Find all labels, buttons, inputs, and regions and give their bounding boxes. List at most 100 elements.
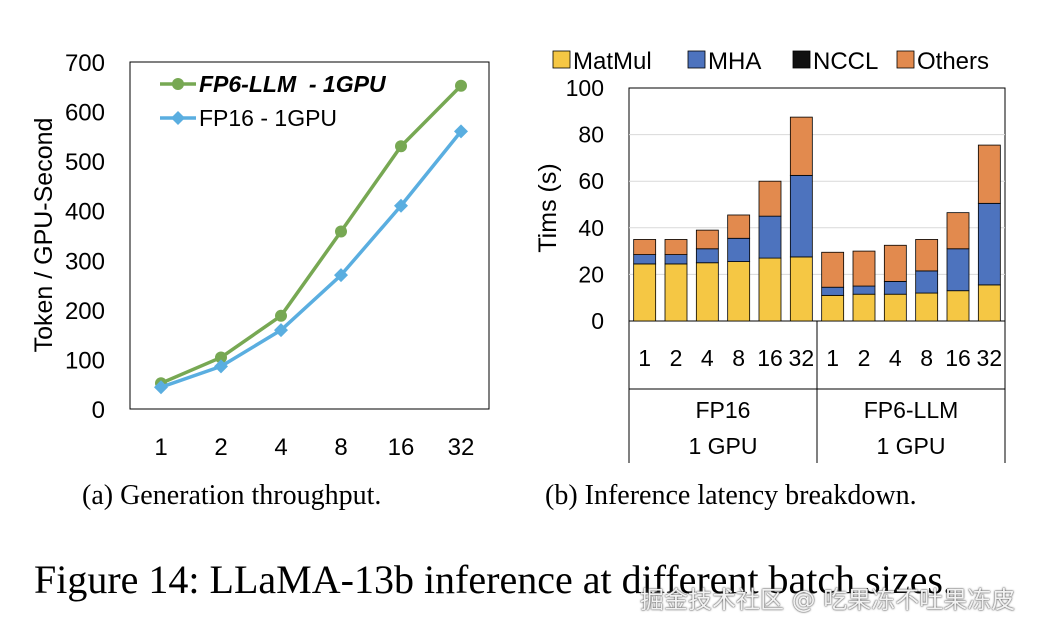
bar-segment-mha xyxy=(852,285,876,295)
bar-segment-others xyxy=(664,239,688,255)
fp16-series-point xyxy=(214,359,228,374)
x-tick-label: 8 xyxy=(732,345,745,371)
bar-segment-matmul xyxy=(915,292,939,322)
legend: MatMul MHA NCCL Others xyxy=(552,48,989,75)
x-tick-label: 32 xyxy=(448,434,475,461)
x-tick-label: 32 xyxy=(977,345,1003,371)
group-label: FP16 xyxy=(696,397,751,423)
bar-segment-matmul xyxy=(946,290,970,322)
fp6-series-point xyxy=(215,351,227,364)
x-tick-label: 16 xyxy=(945,345,971,371)
bar-segment-matmul xyxy=(758,257,782,322)
subcaption-a: (a) Generation throughput. xyxy=(82,480,382,511)
fp6-series-point xyxy=(275,309,287,322)
bar-segment-others xyxy=(946,212,970,250)
fp6-series-legend-label: FP6-LLM - 1GPU xyxy=(199,71,387,97)
legend-label-others: Others xyxy=(917,48,989,75)
bar-segment-matmul xyxy=(883,293,907,322)
x-tick-label: 32 xyxy=(789,345,815,371)
bar-segment-matmul xyxy=(821,294,845,322)
x-tick-label: 1 xyxy=(154,434,167,461)
plot-frame xyxy=(129,61,490,410)
fp16-series-point xyxy=(394,198,408,213)
bar-segment-others xyxy=(883,244,907,282)
fp16-series-legend-label: FP16 - 1GPU xyxy=(199,105,337,131)
x-tick-label: 1 xyxy=(638,345,651,371)
group-sublabel: 1 GPU xyxy=(688,433,757,459)
bar-segment-mha xyxy=(758,215,782,259)
x-tick-label: 16 xyxy=(388,434,415,461)
legend: FP6-LLM - 1GPU FP16 - 1GPU xyxy=(160,71,387,131)
y-axis-label: Token / GPU-Second xyxy=(30,118,58,353)
y-tick-label: 80 xyxy=(578,122,604,148)
y-tick-label: 500 xyxy=(65,149,105,176)
watermark: 掘金技术社区 @ 吃果冻不吐果冻皮 xyxy=(640,586,1016,614)
y-tick-label: 40 xyxy=(578,215,604,241)
x-tick-label: 16 xyxy=(757,345,783,371)
x-tick-label: 4 xyxy=(274,434,287,461)
bar-segment-others xyxy=(789,116,813,176)
legend-label-nccl: NCCL xyxy=(813,48,878,75)
x-tick-label: 8 xyxy=(920,345,933,371)
y-tick-label: 700 xyxy=(65,50,105,77)
bar-segment-mha xyxy=(789,174,813,258)
y-tick-label: 600 xyxy=(65,100,105,127)
fp16-series-point xyxy=(454,124,468,139)
bar-segment-mha xyxy=(695,248,719,264)
bar-segment-mha xyxy=(915,270,939,294)
legend-swatch-matmul xyxy=(552,50,571,69)
bar-segment-matmul xyxy=(852,293,876,322)
fp6-series-legend-marker xyxy=(172,78,184,90)
y-tick-label: 100 xyxy=(65,347,105,374)
fp16-series-point xyxy=(334,268,348,283)
fp6-series-point xyxy=(455,79,467,92)
y-axis-label: Tims (s) xyxy=(534,163,562,252)
y-tick-label: 0 xyxy=(591,308,604,334)
x-tick-label: 2 xyxy=(858,345,871,371)
bar-segment-others xyxy=(915,239,939,272)
x-tick-label: 1 xyxy=(826,345,839,371)
x-tick-label: 8 xyxy=(334,434,347,461)
y-tick-label: 100 xyxy=(566,75,604,101)
bar-segment-matmul xyxy=(789,256,813,322)
bar-segment-mha xyxy=(946,248,970,292)
y-tick-label: 60 xyxy=(578,168,604,194)
fp6-series-point xyxy=(335,225,347,238)
bar-segment-others xyxy=(852,250,876,287)
fp16-series-point xyxy=(154,380,168,395)
y-tick-label: 400 xyxy=(65,199,105,226)
bar-segment-mha xyxy=(664,254,688,265)
fp6-series-point xyxy=(395,140,407,153)
subcaption-b: (b) Inference latency breakdown. xyxy=(545,480,917,511)
figure-caption: Figure 14: LLaMA-13b inference at differ… xyxy=(34,557,953,602)
y-tick-label: 20 xyxy=(578,261,604,287)
bar-segment-others xyxy=(695,229,719,250)
bar-segment-matmul xyxy=(695,262,719,322)
x-tick-label: 4 xyxy=(889,345,902,371)
fp16-series-point xyxy=(274,323,288,338)
fp16-series-legend-marker xyxy=(171,111,185,125)
bar-segment-matmul xyxy=(664,263,688,322)
bar-segment-mha xyxy=(821,286,845,296)
bar-segment-matmul xyxy=(633,263,657,322)
legend-label-mha: MHA xyxy=(708,48,761,75)
legend-swatch-others xyxy=(896,50,915,69)
bar-segment-others xyxy=(977,144,1001,204)
bar-segment-mha xyxy=(727,237,751,262)
y-tick-label: 300 xyxy=(65,248,105,275)
group-label: FP6-LLM xyxy=(864,397,959,423)
group-sublabel: 1 GPU xyxy=(876,433,945,459)
bar-segment-others xyxy=(758,180,782,217)
bar-segment-mha xyxy=(883,280,907,295)
bar-segment-matmul xyxy=(727,261,751,322)
bar-segment-others xyxy=(727,214,751,239)
legend-label-matmul: MatMul xyxy=(573,48,652,75)
y-tick-label: 200 xyxy=(65,298,105,325)
fp6-series-line xyxy=(160,84,463,385)
legend-swatch-nccl xyxy=(792,50,811,69)
bar-segment-matmul xyxy=(977,284,1001,322)
y-tick-label: 0 xyxy=(92,397,105,424)
fp16-series-line xyxy=(160,130,463,389)
